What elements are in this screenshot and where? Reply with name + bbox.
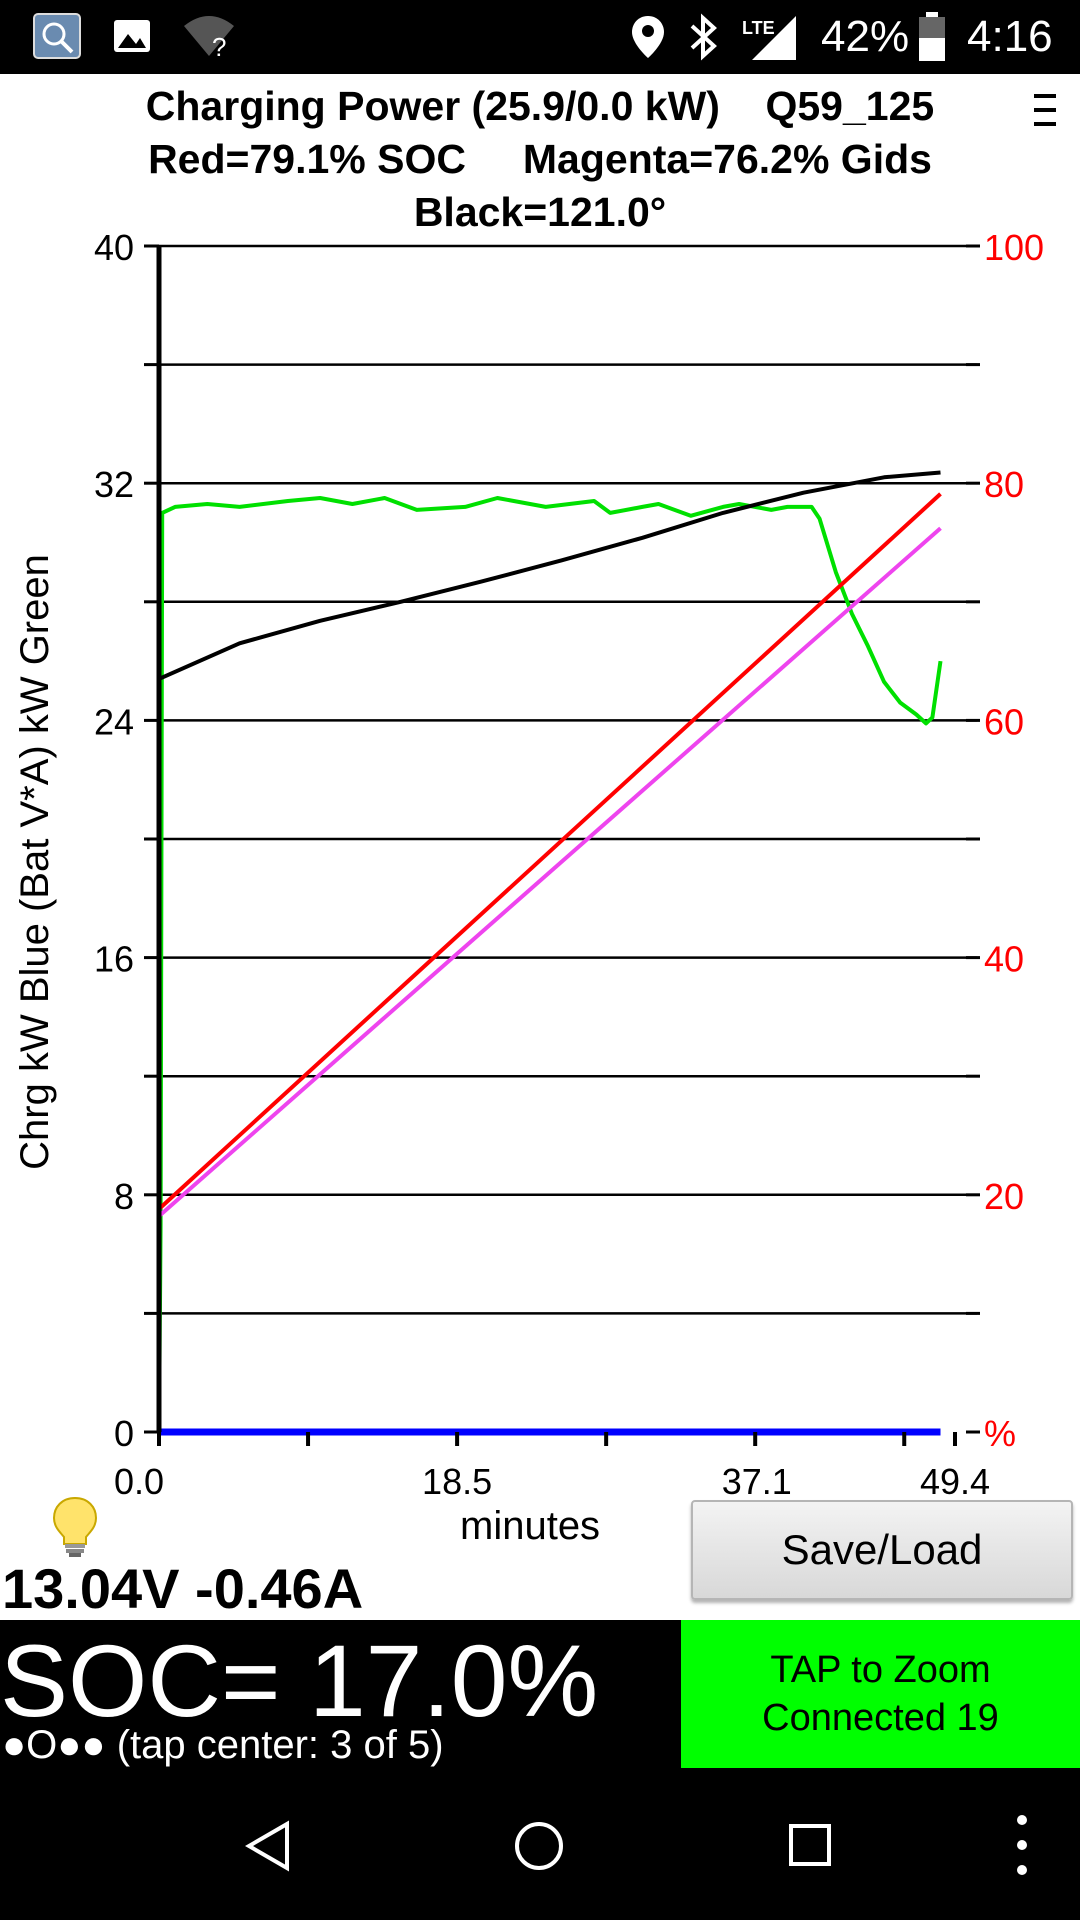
- wifi-unknown-icon: ?: [184, 16, 234, 58]
- save-load-button[interactable]: Save/Load: [691, 1500, 1073, 1600]
- battery-icon: [919, 12, 945, 61]
- location-icon: [632, 16, 664, 58]
- y-tick-label: 32: [94, 464, 134, 505]
- recents-icon[interactable]: [787, 1822, 833, 1868]
- voltage-current-readout: 13.04V -0.46A: [2, 1557, 364, 1620]
- lightbulb-icon[interactable]: [50, 1494, 100, 1558]
- series-line-1: [158, 470, 941, 681]
- page-indicator: ●O●● (tap center: 3 of 5): [2, 1723, 444, 1767]
- series-line-0: [157, 496, 943, 1433]
- more-options-icon[interactable]: [1012, 1812, 1032, 1878]
- y-right-tick-label: 20: [984, 1176, 1024, 1217]
- soc-readout[interactable]: SOC= 17.0%: [0, 1624, 599, 1738]
- svg-text:?: ?: [212, 32, 226, 58]
- back-icon[interactable]: [245, 1820, 291, 1872]
- menu-icon[interactable]: [1030, 90, 1060, 130]
- connection-status: Connected 19: [762, 1697, 999, 1739]
- y-right-tick-label: 40: [984, 939, 1024, 980]
- x-tick-label: 49.4: [920, 1461, 990, 1500]
- y-tick-label: 24: [94, 701, 134, 742]
- y-tick-label: 40: [94, 227, 134, 268]
- clock: 4:16: [967, 12, 1053, 61]
- x-tick-label: 18.5: [422, 1461, 492, 1500]
- bluetooth-icon: [690, 13, 717, 61]
- series-line-2: [157, 492, 942, 1211]
- series-line-3: [157, 526, 942, 1218]
- x-tick-label: 37.1: [722, 1461, 792, 1500]
- svg-text:LTE: LTE: [742, 18, 775, 38]
- app-icon: [33, 13, 81, 59]
- chart-subtitle-temp: Black=121.0°: [413, 189, 667, 235]
- y-right-tick-label: 80: [984, 464, 1024, 505]
- status-bar: ? LTE 42% 4:16: [0, 0, 1080, 74]
- x-axis-title: minutes: [460, 1504, 601, 1548]
- chart-title: Charging Power (25.9/0.0 kW) Q59_125: [145, 83, 935, 129]
- y-right-tick-label: 60: [984, 701, 1024, 742]
- y-right-tick-label: 100: [984, 227, 1044, 268]
- battery-percent: 42%: [821, 12, 910, 61]
- tap-to-zoom-button[interactable]: TAP to Zoom Connected 19: [681, 1620, 1080, 1768]
- home-icon[interactable]: [513, 1820, 565, 1872]
- lte-signal-icon: LTE: [742, 16, 796, 60]
- charging-chart[interactable]: 0 8 16 24 32 40% 20 40 60 80 100 0.0 18.5 37.1 49.4 Ch…: [0, 0, 1080, 1500]
- y-tick-label: 0: [114, 1413, 134, 1454]
- y-right-tick-label: %: [984, 1413, 1016, 1454]
- x-tick-label: 0.0: [114, 1461, 164, 1500]
- y-tick-label: 16: [94, 939, 134, 980]
- zoom-label: TAP to Zoom: [770, 1649, 991, 1691]
- y-tick-label: 8: [114, 1176, 134, 1217]
- navigation-bar: [0, 1780, 1080, 1920]
- y-axis-title: Chrg kW Blue (Bat V*A) kW Green: [13, 554, 57, 1170]
- chart-subtitle-soc-gids: Red=79.1% SOC Magenta=76.2% Gids: [148, 136, 932, 182]
- image-icon: [114, 20, 150, 52]
